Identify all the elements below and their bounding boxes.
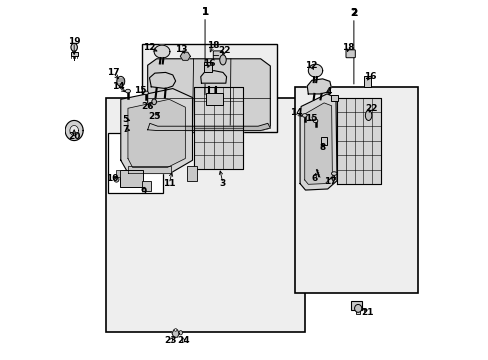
Text: 21: 21: [361, 308, 373, 317]
Bar: [294, 87, 418, 293]
Bar: [351, 301, 362, 310]
Text: 2: 2: [349, 8, 357, 18]
Polygon shape: [194, 87, 242, 169]
Ellipse shape: [365, 111, 371, 121]
Ellipse shape: [302, 114, 306, 117]
Text: 2: 2: [350, 8, 357, 18]
Polygon shape: [304, 103, 332, 184]
FancyBboxPatch shape: [213, 51, 222, 59]
Polygon shape: [65, 121, 83, 140]
Text: 16: 16: [363, 72, 375, 81]
Ellipse shape: [331, 172, 336, 175]
Ellipse shape: [179, 330, 182, 335]
Bar: [320, 137, 326, 145]
Bar: [116, 170, 120, 177]
Ellipse shape: [354, 305, 361, 312]
Text: 14: 14: [112, 82, 124, 91]
Text: 25: 25: [148, 112, 161, 121]
Ellipse shape: [125, 89, 130, 93]
Text: 5: 5: [122, 115, 128, 124]
Ellipse shape: [151, 99, 156, 105]
Text: 7: 7: [122, 125, 128, 134]
Polygon shape: [128, 99, 185, 167]
Ellipse shape: [71, 43, 77, 51]
Text: 2: 2: [350, 9, 356, 18]
Bar: [204, 62, 212, 72]
Bar: [363, 76, 371, 87]
Bar: [107, 134, 163, 193]
Text: 15: 15: [134, 86, 146, 95]
Text: 1: 1: [201, 7, 208, 17]
Bar: [70, 51, 78, 56]
FancyBboxPatch shape: [346, 50, 355, 58]
Text: 22: 22: [218, 46, 230, 55]
Text: 15: 15: [304, 114, 316, 123]
Text: 17: 17: [324, 177, 336, 186]
Polygon shape: [306, 79, 330, 94]
Text: 13: 13: [175, 45, 187, 54]
Text: 11: 11: [163, 179, 175, 188]
Text: 24: 24: [177, 336, 189, 345]
Polygon shape: [121, 89, 192, 173]
Text: 16: 16: [203, 59, 216, 68]
Text: 12: 12: [304, 61, 316, 70]
Bar: [142, 181, 150, 192]
Bar: [187, 166, 197, 181]
Text: 4: 4: [325, 86, 331, 95]
Polygon shape: [300, 94, 336, 190]
Text: 10: 10: [105, 174, 118, 183]
Polygon shape: [70, 126, 78, 135]
Text: 18: 18: [342, 43, 354, 52]
Text: 20: 20: [68, 132, 80, 141]
Polygon shape: [147, 123, 270, 131]
Text: 3: 3: [220, 179, 225, 188]
Text: 26: 26: [141, 102, 154, 111]
Polygon shape: [172, 330, 179, 337]
Ellipse shape: [114, 176, 119, 182]
Bar: [205, 93, 223, 105]
Bar: [106, 98, 305, 332]
Text: 22: 22: [364, 104, 377, 113]
Ellipse shape: [143, 91, 148, 95]
Polygon shape: [180, 52, 190, 60]
Text: 14: 14: [289, 108, 302, 117]
Ellipse shape: [312, 119, 317, 123]
Polygon shape: [147, 59, 270, 131]
Text: 23: 23: [164, 336, 177, 345]
Polygon shape: [336, 98, 380, 184]
Polygon shape: [128, 166, 171, 173]
Polygon shape: [201, 71, 226, 83]
Text: 8: 8: [319, 143, 325, 152]
Text: 12: 12: [143, 43, 155, 52]
Text: 9: 9: [141, 187, 147, 196]
Ellipse shape: [117, 76, 124, 86]
Bar: [120, 170, 143, 187]
Text: 6: 6: [311, 174, 317, 183]
Text: 19: 19: [68, 37, 81, 46]
Text: 18: 18: [206, 41, 219, 50]
Polygon shape: [308, 64, 322, 77]
Bar: [355, 309, 359, 315]
Bar: [330, 95, 338, 101]
Bar: [142, 44, 276, 132]
Polygon shape: [154, 45, 169, 58]
Ellipse shape: [219, 55, 226, 65]
Ellipse shape: [174, 328, 177, 331]
Polygon shape: [149, 72, 175, 89]
Text: 17: 17: [106, 68, 119, 77]
Text: 1: 1: [201, 7, 208, 17]
